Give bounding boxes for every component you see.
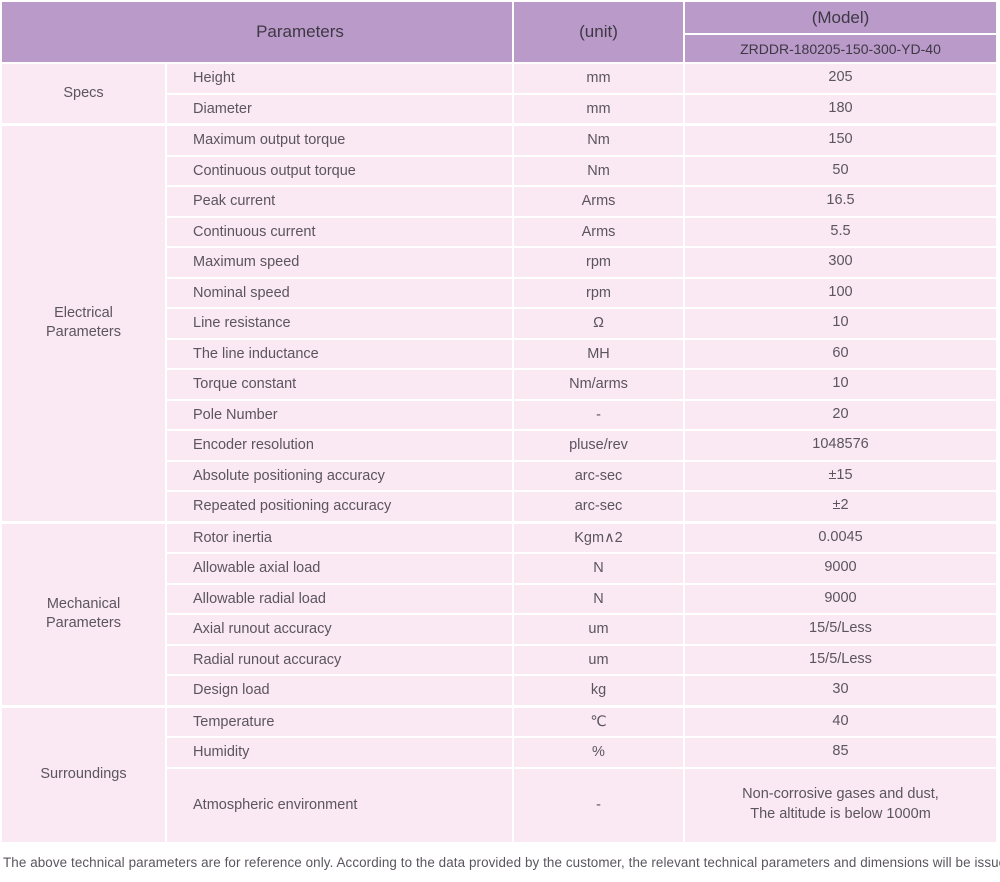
param-value-cell: 40	[685, 707, 996, 736]
param-value-cell: 16.5	[685, 187, 996, 216]
param-name-cell: Peak current	[167, 187, 512, 216]
param-value-cell: 300	[685, 248, 996, 277]
param-value-cell: 10	[685, 309, 996, 338]
group-label: Surroundings	[2, 707, 165, 842]
parameter-group: Surroundings Temperature ℃ 40 Humidity %…	[2, 707, 996, 842]
header-model-number: ZRDDR-180205-150-300-YD-40	[685, 35, 996, 62]
param-unit-cell: kg	[514, 676, 683, 705]
param-name-cell: Absolute positioning accuracy	[167, 461, 512, 490]
param-unit-cell: Nm/arms	[514, 370, 683, 399]
param-name-cell: Nominal speed	[167, 278, 512, 307]
param-value-cell: 150	[685, 126, 996, 155]
param-unit-cell: N	[514, 554, 683, 583]
table-header: Parameters (unit) (Model) ZRDDR-180205-1…	[2, 2, 996, 62]
group-label: Mechanical Parameters	[2, 523, 165, 705]
param-unit-cell: %	[514, 738, 683, 767]
param-name-cell: Torque constant	[167, 370, 512, 399]
param-value-cell: 9000	[685, 584, 996, 613]
param-name-cell: Line resistance	[167, 309, 512, 338]
param-name-cell: Allowable radial load	[167, 584, 512, 613]
param-name-cell: The line inductance	[167, 339, 512, 368]
param-name-cell: Rotor inertia	[167, 523, 512, 552]
param-value-cell: 9000	[685, 554, 996, 583]
param-unit-cell: rpm	[514, 278, 683, 307]
param-unit-cell: Kgm∧2	[514, 523, 683, 552]
param-unit-cell: Nm	[514, 126, 683, 155]
param-name-cell: Continuous output torque	[167, 156, 512, 185]
header-unit-label: (unit)	[514, 2, 683, 62]
param-unit-cell: -	[514, 400, 683, 429]
param-name-cell: Temperature	[167, 707, 512, 736]
param-unit-cell: N	[514, 584, 683, 613]
param-value-cell: 15/5/Less	[685, 615, 996, 644]
param-value-cell: 50	[685, 156, 996, 185]
footer-disclaimer: The above technical parameters are for r…	[3, 854, 1000, 870]
param-unit-cell: Arms	[514, 187, 683, 216]
header-model-label: (Model)	[685, 2, 996, 33]
param-unit-cell: arc-sec	[514, 461, 683, 490]
param-unit-cell: mm	[514, 94, 683, 123]
param-name-cell: Height	[167, 64, 512, 93]
param-value-cell: 20	[685, 400, 996, 429]
param-unit-cell: Nm	[514, 156, 683, 185]
param-name-cell: Humidity	[167, 738, 512, 767]
param-unit-cell: rpm	[514, 248, 683, 277]
group-label: Electrical Parameters	[2, 126, 165, 521]
param-value-cell: Non-corrosive gases and dust, The altitu…	[685, 768, 996, 842]
param-name-cell: Pole Number	[167, 400, 512, 429]
param-unit-cell: um	[514, 615, 683, 644]
param-name-cell: Maximum output torque	[167, 126, 512, 155]
parameter-group: Electrical Parameters Maximum output tor…	[2, 126, 996, 521]
param-unit-cell: pluse/rev	[514, 431, 683, 460]
param-name-cell: Radial runout accuracy	[167, 645, 512, 674]
param-unit-cell: um	[514, 645, 683, 674]
group-label: Specs	[2, 64, 165, 123]
param-value-cell: ±2	[685, 492, 996, 521]
param-name-cell: Axial runout accuracy	[167, 615, 512, 644]
param-unit-cell: Ω	[514, 309, 683, 338]
param-name-cell: Diameter	[167, 94, 512, 123]
param-value-cell: 100	[685, 278, 996, 307]
header-parameters-label: Parameters	[2, 2, 512, 62]
param-name-cell: Encoder resolution	[167, 431, 512, 460]
param-name-cell: Repeated positioning accuracy	[167, 492, 512, 521]
parameter-group: Mechanical Parameters Rotor inertia Kgm∧…	[2, 523, 996, 705]
parameter-group: Specs Height mm 205 Diameter mm 180	[2, 64, 996, 123]
param-name-cell: Atmospheric environment	[167, 768, 512, 842]
param-value-cell: 0.0045	[685, 523, 996, 552]
param-name-cell: Continuous current	[167, 217, 512, 246]
param-unit-cell: Arms	[514, 217, 683, 246]
param-value-cell: 10	[685, 370, 996, 399]
param-value-cell: 60	[685, 339, 996, 368]
param-name-cell: Allowable axial load	[167, 554, 512, 583]
param-unit-cell: MH	[514, 339, 683, 368]
param-value-cell: 205	[685, 64, 996, 93]
param-value-cell: 1048576	[685, 431, 996, 460]
param-value-cell: 30	[685, 676, 996, 705]
parameters-table-body: Specs Height mm 205 Diameter mm 180 Elec…	[2, 64, 996, 842]
param-unit-cell: -	[514, 768, 683, 842]
param-unit-cell: mm	[514, 64, 683, 93]
param-value-cell: 15/5/Less	[685, 645, 996, 674]
param-value-cell: 85	[685, 738, 996, 767]
param-value-cell: 5.5	[685, 217, 996, 246]
param-value-cell: ±15	[685, 461, 996, 490]
param-name-cell: Design load	[167, 676, 512, 705]
param-unit-cell: arc-sec	[514, 492, 683, 521]
param-value-cell: 180	[685, 94, 996, 123]
param-name-cell: Maximum speed	[167, 248, 512, 277]
param-unit-cell: ℃	[514, 707, 683, 736]
